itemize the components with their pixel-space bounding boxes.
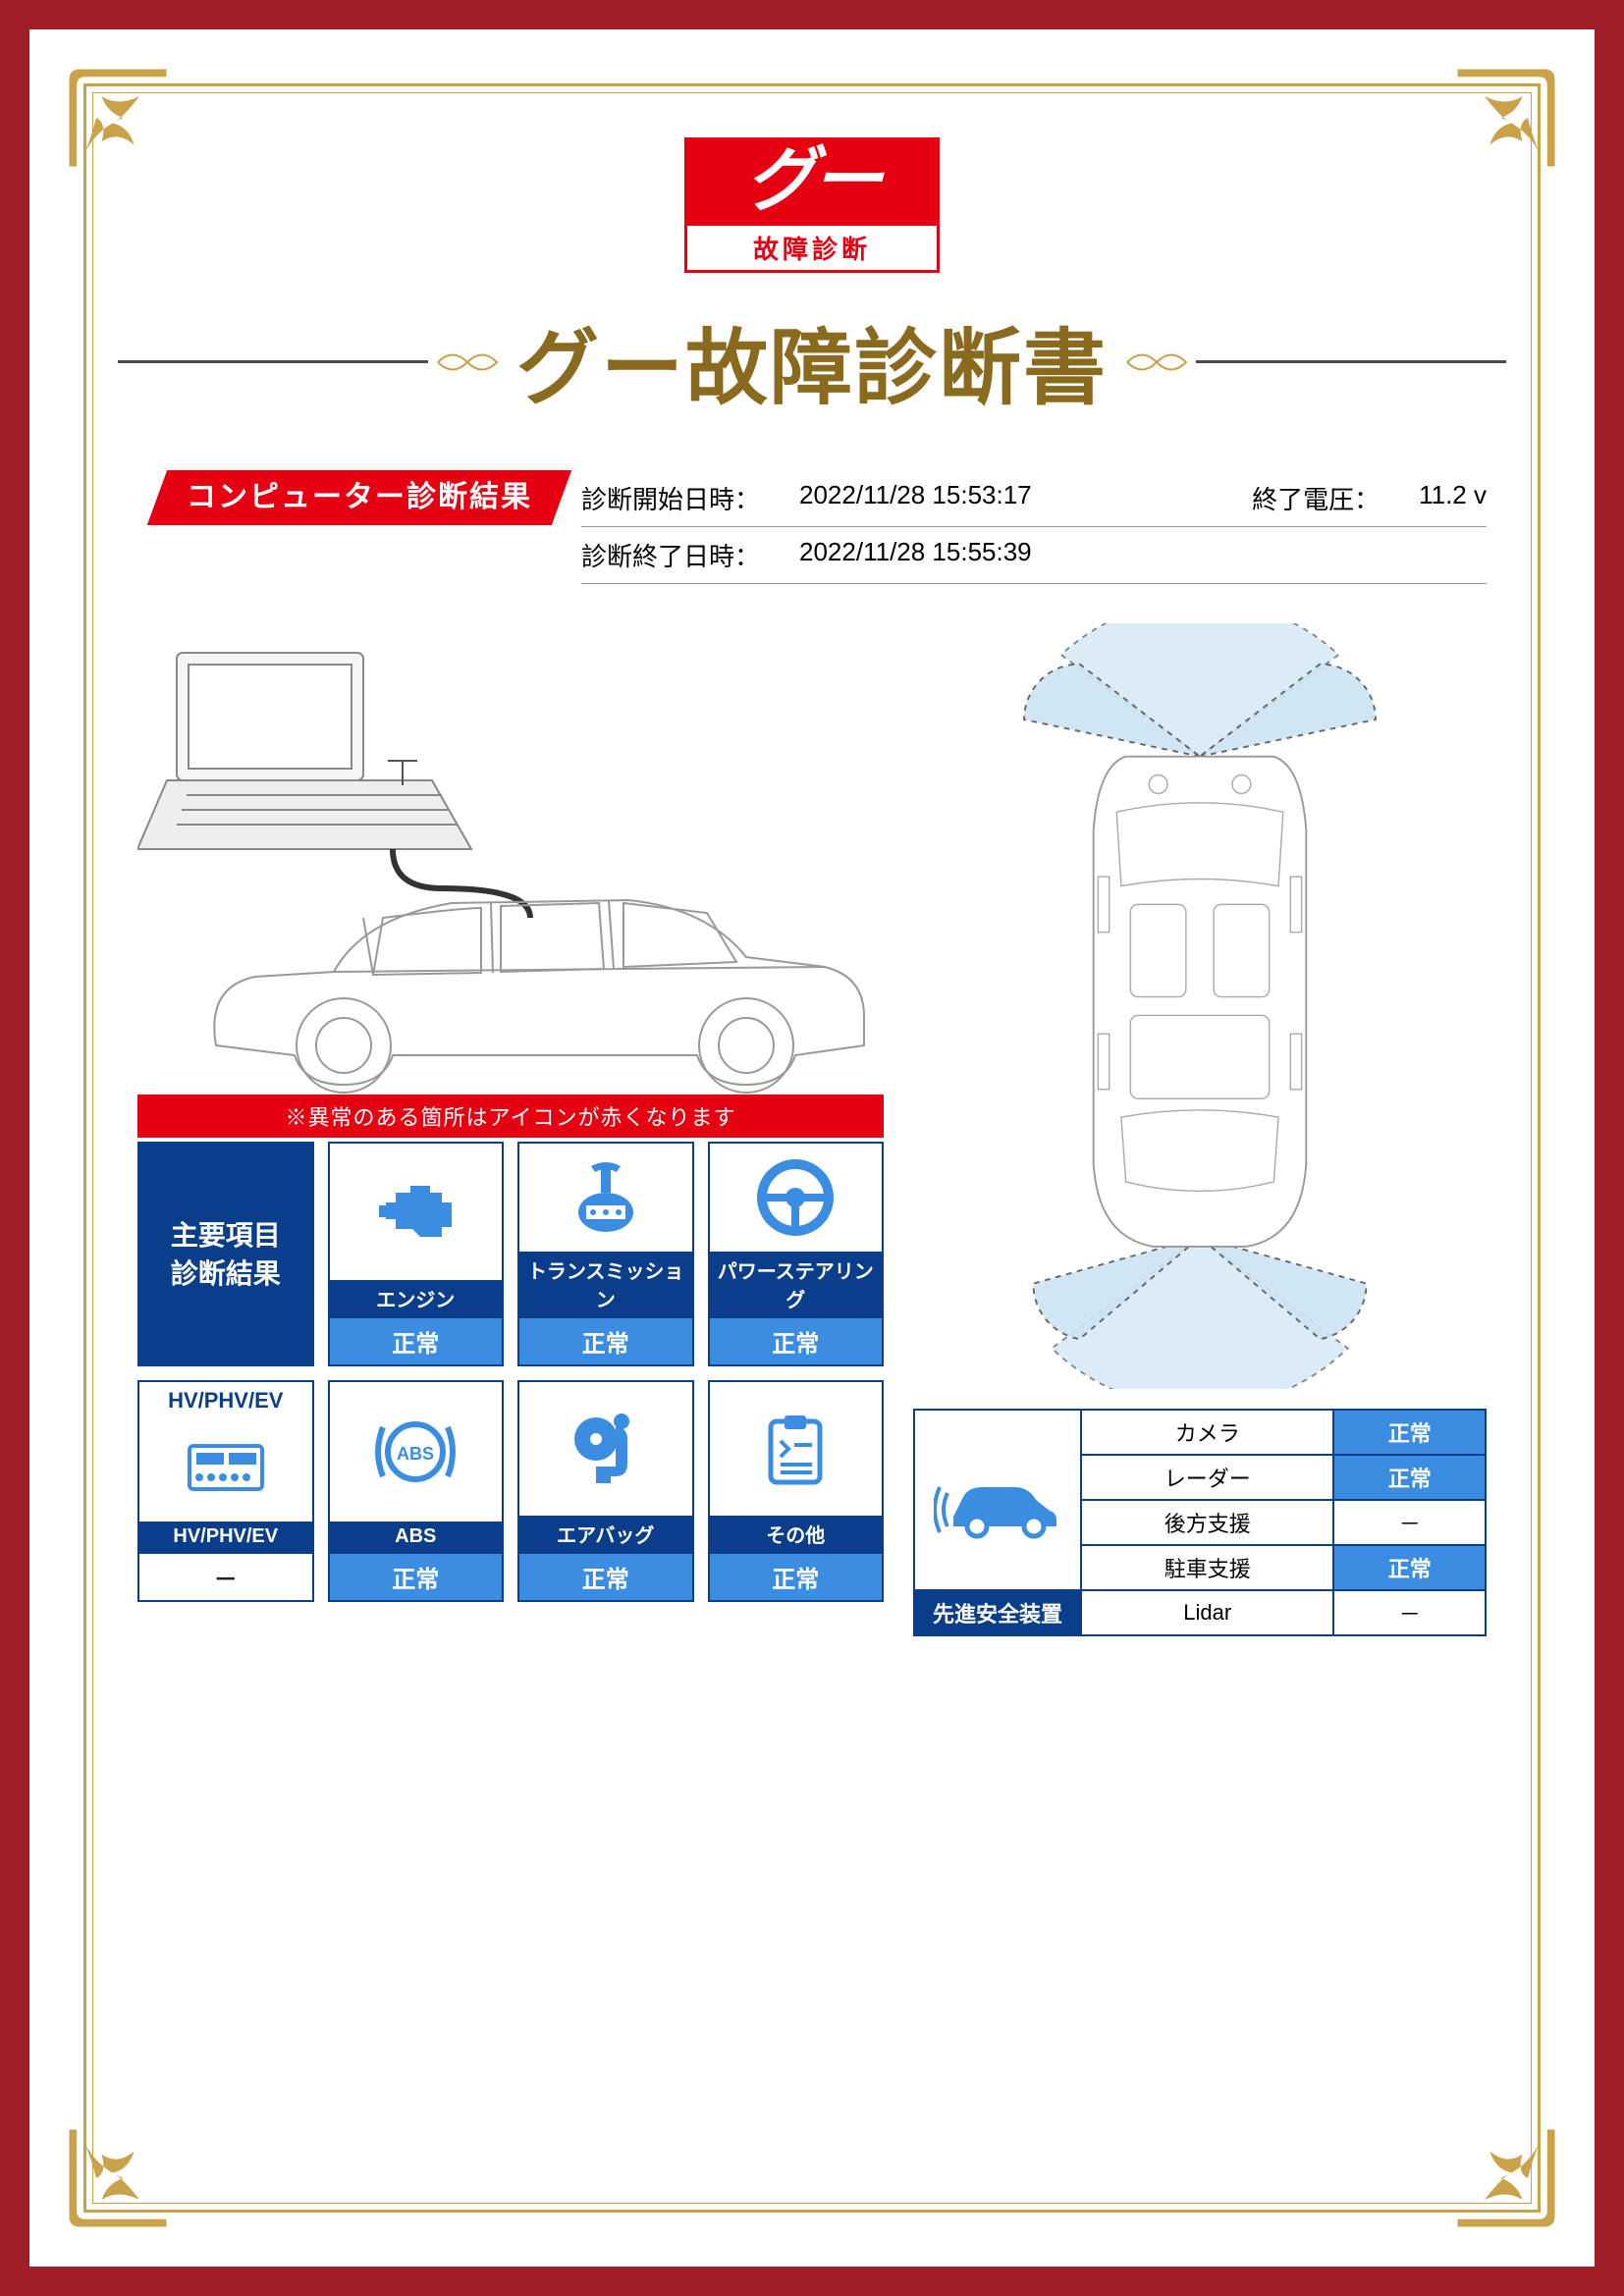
- meta-row-1: 診断開始日時： 2022/11/28 15:53:17 終了電圧： 11.2 v: [581, 470, 1487, 527]
- airbag-icon: [519, 1382, 692, 1516]
- safety-car-icon: [914, 1410, 1081, 1590]
- safety-row-label: 駐車支援: [1081, 1545, 1333, 1590]
- diagnosis-grid: 主要項目 診断結果 エンジン 正常: [137, 1142, 884, 1602]
- start-time-label: 診断開始日時：: [581, 480, 760, 516]
- section-tag: コンピューター診断結果: [157, 470, 562, 525]
- tile-name: ABS: [330, 1522, 503, 1552]
- end-time-label: 診断終了日時：: [581, 537, 760, 573]
- car-top-diagram: [913, 623, 1487, 1389]
- logo-top: グー: [687, 140, 937, 226]
- safety-row-status: －: [1333, 1590, 1486, 1635]
- tile-hv: HV/PHV/EV HV/PHV/EV －: [137, 1380, 314, 1602]
- tile-status: －: [139, 1552, 312, 1600]
- tile-airbag: エアバッグ 正常: [517, 1380, 694, 1602]
- safety-row-status: 正常: [1333, 1545, 1486, 1590]
- grid-header-line1: 主要項目: [171, 1216, 281, 1255]
- hv-top-label: HV/PHV/EV: [139, 1388, 312, 1414]
- safety-header: 先進安全装置: [914, 1590, 1081, 1635]
- tile-abs: ABS ABS 正常: [328, 1380, 505, 1602]
- tile-status: 正常: [330, 1552, 503, 1600]
- tile-name: エンジン: [330, 1280, 503, 1316]
- safety-row-label: Lidar: [1081, 1590, 1333, 1635]
- start-time-value: 2022/11/28 15:53:17: [799, 480, 1032, 516]
- tile-status: 正常: [710, 1552, 883, 1600]
- safety-row-status: －: [1333, 1500, 1486, 1545]
- voltage-label: 終了電圧：: [1252, 480, 1380, 516]
- safety-row-status: 正常: [1333, 1410, 1486, 1455]
- transmission-icon: [519, 1144, 692, 1252]
- abs-icon: ABS: [330, 1382, 503, 1522]
- tile-name: パワーステアリング: [710, 1252, 883, 1316]
- tile-name: HV/PHV/EV: [139, 1522, 312, 1552]
- document-title-row: グー故障診断書: [118, 302, 1506, 421]
- flourish-icon: [428, 338, 507, 387]
- steering-icon: [710, 1144, 883, 1252]
- voltage-value: 11.2 v: [1419, 480, 1487, 516]
- end-time-value: 2022/11/28 15:55:39: [799, 537, 1032, 573]
- logo-bottom: 故障診断: [687, 226, 937, 270]
- section-header-row: コンピューター診断結果 診断開始日時： 2022/11/28 15:53:17 …: [137, 470, 1487, 584]
- tile-transmission: トランスミッション 正常: [517, 1142, 694, 1366]
- legend-note: ※異常のある箇所はアイコンが赤くなります: [137, 1095, 884, 1138]
- hv-icon: [139, 1414, 312, 1522]
- safety-row-status: 正常: [1333, 1455, 1486, 1500]
- safety-row-label: レーダー: [1081, 1455, 1333, 1500]
- tile-status: 正常: [710, 1316, 883, 1364]
- tile-status: 正常: [519, 1316, 692, 1364]
- tile-name: その他: [710, 1516, 883, 1552]
- tile-status: 正常: [330, 1316, 503, 1364]
- tile-name: エアバッグ: [519, 1516, 692, 1552]
- grid-header-line2: 診断結果: [171, 1255, 281, 1293]
- tile-steering: パワーステアリング 正常: [708, 1142, 885, 1366]
- tile-name: トランスミッション: [519, 1252, 692, 1316]
- svg-text:ABS: ABS: [397, 1444, 434, 1464]
- car-side-diagram: [137, 623, 884, 1095]
- certificate-page: グー 故障診断 グー故障診断書 コンピューター診断結果 診断開始日時：: [29, 29, 1595, 2267]
- safety-table: カメラ正常レーダー正常後方支援－駐車支援正常先進安全装置Lidar－: [913, 1409, 1487, 1636]
- meta-row-2: 診断終了日時： 2022/11/28 15:55:39: [581, 527, 1487, 584]
- engine-icon: [330, 1144, 503, 1280]
- brand-logo: グー 故障診断: [684, 137, 940, 273]
- section-tag-label: コンピューター診断結果: [157, 481, 562, 513]
- clipboard-icon: [710, 1382, 883, 1516]
- safety-row-label: 後方支援: [1081, 1500, 1333, 1545]
- grid-header: 主要項目 診断結果: [137, 1142, 314, 1366]
- flourish-icon: [1117, 338, 1196, 387]
- tile-engine: エンジン 正常: [328, 1142, 505, 1366]
- tile-other: その他 正常: [708, 1380, 885, 1602]
- safety-row-label: カメラ: [1081, 1410, 1333, 1455]
- document-title: グー故障診断書: [507, 302, 1117, 421]
- tile-status: 正常: [519, 1552, 692, 1600]
